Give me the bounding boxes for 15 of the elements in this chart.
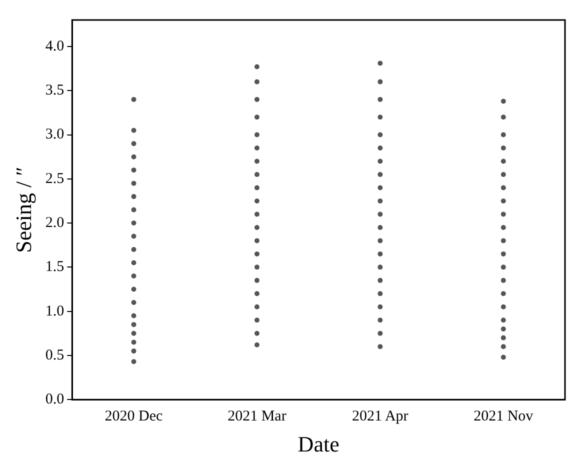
y-tick-label: 4.0 [45,38,64,54]
y-tick-label: 2.0 [45,214,64,231]
y-tick-label: 3.0 [45,126,64,143]
y-tick-label: 3.5 [45,82,64,99]
x-tick-label: 2021 Mar [228,408,286,425]
y-tick-label: 2.5 [45,170,64,187]
y-tick-label: 1.0 [45,303,64,320]
y-tick-label: 1.5 [45,259,64,276]
y-axis-title: Seeing / ″ [10,166,36,253]
x-tick-label: 2021 Nov [474,408,534,425]
x-tick-label: 2021 Apr [352,408,408,425]
y-tick-label: 0.5 [45,347,64,364]
y-tick-label: 0.0 [45,392,64,408]
x-axis-title: Date [298,432,340,457]
x-tick-label: 2020 Dec [104,408,164,425]
